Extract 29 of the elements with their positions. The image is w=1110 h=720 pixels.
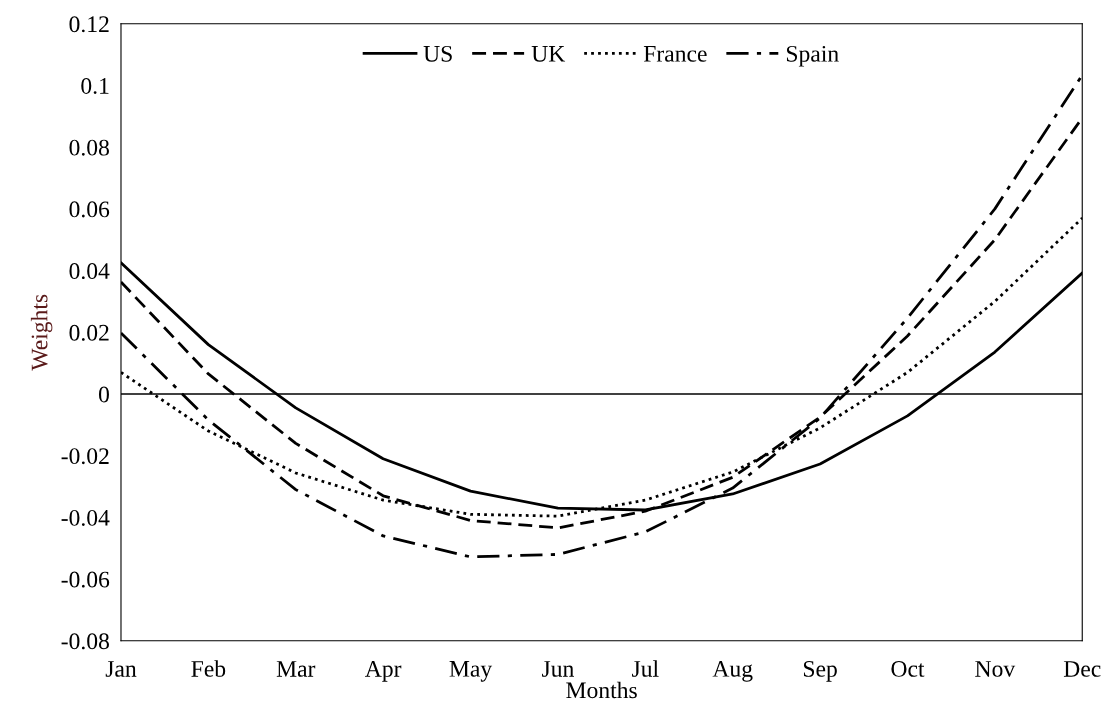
legend-label: Spain — [786, 45, 839, 67]
y-tick-label: 0.08 — [69, 139, 109, 156]
x-tick-label: May — [449, 661, 493, 682]
x-tick-label: Oct — [891, 660, 925, 677]
legend-label: UK — [531, 46, 566, 62]
x-tick-label: Mar — [276, 661, 316, 677]
x-tick-label: Apr — [365, 661, 402, 682]
legend-label: France — [643, 46, 707, 62]
y-tick-label: 0.06 — [69, 201, 110, 218]
x-tick-label: Sep — [803, 660, 837, 682]
x-tick-label: Feb — [191, 660, 226, 677]
x-tick-label: Dec — [1063, 661, 1101, 677]
y-tick-label: 0 — [98, 386, 109, 403]
y-tick-label: 0.12 — [69, 16, 109, 33]
x-tick-label: Jan — [105, 661, 137, 677]
y-tick-label: -0.02 — [61, 448, 109, 465]
y-tick-label: 0.04 — [69, 263, 110, 280]
y-tick-label: -0.06 — [61, 571, 110, 588]
y-axis-title: Weights — [30, 294, 53, 371]
y-tick-label: -0.04 — [61, 509, 110, 526]
x-tick-label: Aug — [712, 660, 753, 682]
y-tick-label: 0.1 — [81, 77, 109, 94]
y-tick-label: 0.02 — [69, 324, 109, 341]
x-tick-label: Jun — [542, 661, 574, 677]
x-tick-label: Jul — [632, 660, 659, 677]
x-tick-label: Nov — [975, 661, 1016, 677]
x-axis-title: Months — [566, 681, 637, 699]
legend-label: US — [423, 45, 452, 62]
y-tick-label: -0.08 — [61, 633, 109, 650]
